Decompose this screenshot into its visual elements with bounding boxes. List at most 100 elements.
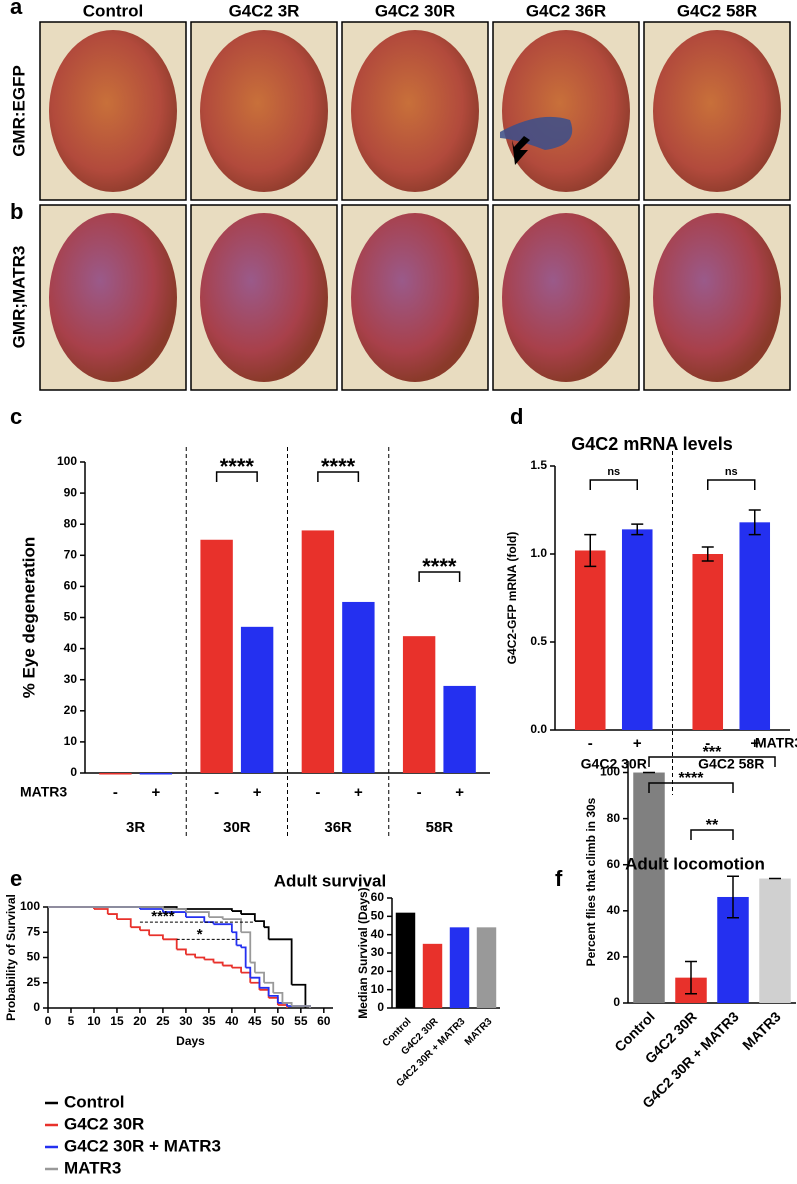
eye [200, 30, 328, 192]
x-tick-label: - [113, 784, 118, 801]
panel-letter: f [555, 866, 563, 891]
y-axis-label: Probability of Survival [4, 894, 18, 1021]
x-tick-label: 20 [133, 1014, 147, 1028]
column-header: G4C2 3R [229, 1, 300, 20]
x-tick-label: - [417, 784, 422, 801]
eye [502, 213, 630, 382]
survival-step [139, 929, 151, 936]
y-tick-label: 90 [64, 485, 78, 499]
x-tick-label: + [750, 735, 759, 752]
eye [653, 213, 781, 382]
error-bar [701, 546, 714, 562]
x-tick-label: 0 [45, 1014, 52, 1028]
survival-step [282, 1002, 293, 1006]
x-tick-label: MATR3 [463, 1016, 495, 1048]
x-tick-label: 45 [248, 1014, 262, 1028]
comparison-line [139, 921, 255, 940]
y-tick-label: 20 [371, 964, 385, 978]
y-tick-label: 1.0 [530, 546, 547, 560]
survival-step [213, 961, 224, 966]
survival-step [291, 1005, 311, 1008]
x-tick-label: 40 [225, 1014, 239, 1028]
survival-step [254, 971, 265, 983]
x-axis-label: Days [176, 1034, 205, 1048]
survival-step [268, 938, 293, 985]
significance-label: **** [151, 908, 175, 925]
x-tick-label: 15 [110, 1014, 124, 1028]
column-header: G4C2 36R [526, 1, 606, 20]
legend: Control G4C2 30R G4C2 30R + MATR3 MATR3 [45, 1092, 221, 1177]
survival-step [48, 906, 164, 910]
y-axis-label: Percent flies that climb in 30s [584, 797, 598, 966]
bar [739, 522, 771, 730]
y-tick-label: 25 [27, 975, 41, 989]
bar [395, 912, 416, 1008]
bar [574, 550, 606, 730]
y-tick-label: 30 [371, 945, 385, 959]
eye [49, 213, 177, 382]
group-label: 36R [324, 819, 352, 836]
y-tick-label: 40 [64, 641, 78, 655]
y-tick-label: 50 [27, 950, 41, 964]
significance-label: * [197, 926, 203, 943]
column-header: G4C2 30R [375, 1, 455, 20]
significance-label: **** [679, 770, 705, 787]
error-bar [727, 875, 739, 919]
survival-step [236, 944, 242, 948]
y-tick-label: 0 [377, 1000, 384, 1014]
survival-step [241, 913, 256, 922]
eye [200, 213, 328, 382]
eye [351, 30, 479, 192]
x-tick-label: + [253, 784, 262, 801]
y-axis-label: G4C2-GFP mRNA (fold) [505, 532, 519, 665]
significance-label: **** [422, 554, 457, 579]
y-tick-label: 100 [20, 899, 40, 913]
significance-bracket [690, 829, 734, 840]
y-tick-label: 20 [64, 703, 78, 717]
panel-letter: d [510, 404, 523, 429]
y-axis-label: Median Survival (Days) [356, 887, 370, 1018]
y-tick-label: 100 [57, 454, 77, 468]
survival-step [231, 966, 242, 973]
survival-step [162, 938, 178, 950]
significance-bracket [707, 479, 756, 490]
x-tick-label: - [315, 784, 320, 801]
chart-title: Adult survival [274, 871, 386, 890]
survival-step [254, 920, 265, 928]
y-tick-label: 40 [371, 927, 385, 941]
legend-label: Control [64, 1092, 124, 1111]
bar [99, 773, 132, 775]
survival-step [250, 981, 261, 990]
survival-step [268, 997, 279, 1005]
bar [692, 554, 724, 730]
bar [342, 601, 375, 773]
y-tick-label: 80 [64, 516, 78, 530]
survival-step [259, 988, 270, 998]
bar [633, 772, 665, 1003]
survival-step [222, 918, 242, 933]
error-bar [631, 523, 644, 536]
x-tick-label: - [588, 735, 593, 752]
survival-step [241, 971, 252, 983]
error-bar [748, 509, 761, 536]
arrow [512, 136, 530, 165]
legend-label: MATR3 [64, 1158, 121, 1177]
x-tick-label: 35 [202, 1014, 216, 1028]
y-tick-label: 50 [64, 610, 78, 624]
bar [200, 539, 233, 773]
significance-label: **** [321, 454, 356, 479]
bar [240, 626, 274, 773]
group-label: G4C2 30R [581, 756, 647, 772]
bar [449, 927, 470, 1008]
panel-letter: b [10, 199, 23, 224]
survival-step [185, 916, 206, 923]
bar [422, 943, 443, 1008]
survival-step [231, 931, 238, 946]
significance-label: *** [703, 744, 722, 761]
column-header: G4C2 58R [677, 1, 757, 20]
x-tick-label: + [151, 784, 160, 801]
survival-step [208, 916, 224, 920]
group-label: 3R [126, 819, 145, 836]
